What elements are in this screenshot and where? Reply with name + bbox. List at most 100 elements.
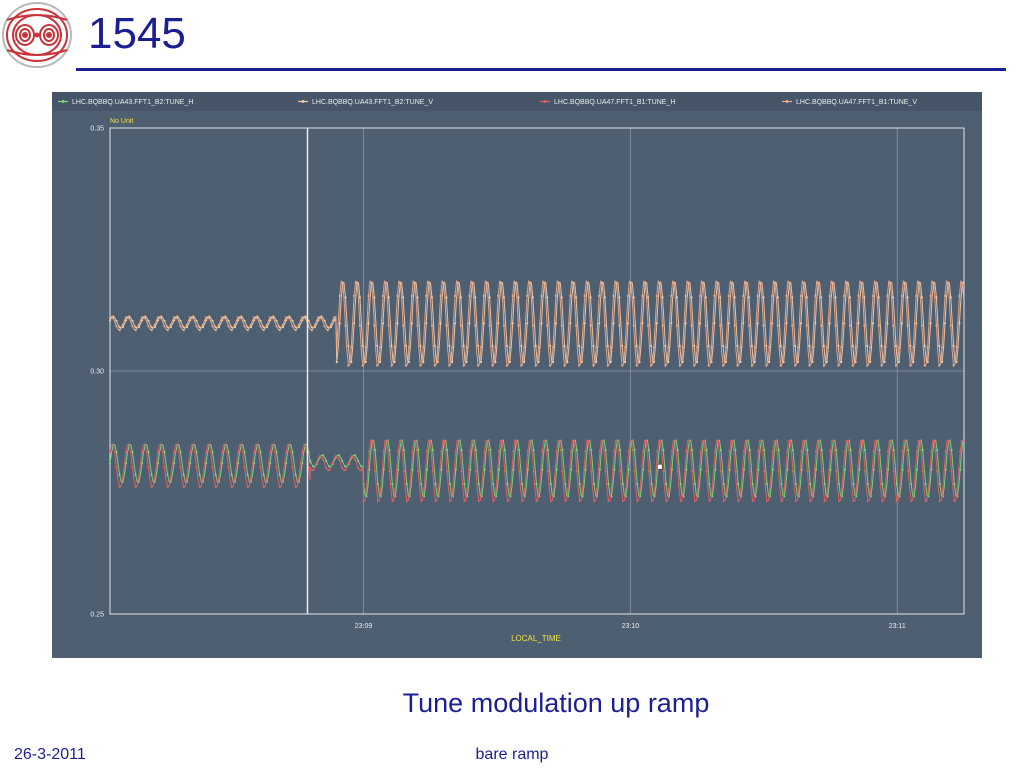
series-point (370, 281, 373, 284)
series-point (762, 324, 765, 327)
series-point (765, 483, 769, 486)
series-point (518, 448, 521, 452)
series-point (950, 448, 953, 452)
series-point (710, 360, 713, 364)
series-point (926, 360, 929, 364)
series-point (321, 458, 325, 461)
series-point (894, 364, 898, 367)
series-point (422, 360, 425, 364)
series-point (373, 324, 376, 327)
series-point (630, 439, 633, 442)
series-point (607, 483, 610, 486)
series-point (422, 346, 425, 349)
series-point (705, 448, 708, 452)
series-point (912, 360, 915, 364)
series-point (941, 360, 944, 364)
legend-entry[interactable]: LHC.BQBBQ.UA47.FFT1_B1:TUNE_V (782, 99, 917, 106)
series-point (887, 450, 890, 453)
series-point (840, 487, 844, 490)
series-point (580, 360, 583, 364)
series-point (910, 499, 913, 502)
series-point (337, 458, 341, 461)
series-point (756, 294, 759, 297)
series-point (909, 364, 912, 367)
series-point (958, 322, 961, 325)
series-point (950, 470, 953, 473)
series-point (147, 319, 150, 322)
series-point (857, 322, 860, 325)
series-point (256, 444, 259, 447)
series-point (652, 360, 656, 364)
series-point (791, 470, 795, 473)
x-tick-label: 23:09 (355, 623, 373, 630)
series-point (835, 470, 838, 473)
series-point (477, 364, 480, 367)
series-point (317, 319, 320, 322)
series-point (612, 322, 615, 325)
series-point (610, 487, 613, 490)
series-point (115, 319, 118, 322)
series-point (665, 499, 668, 502)
series-point (791, 448, 795, 452)
legend-entry[interactable]: LHC.BQBBQ.UA43.FFT1_B2:TUNE_V (298, 99, 433, 106)
series-point (737, 499, 740, 502)
series-point (607, 499, 610, 502)
series-point (554, 294, 557, 297)
series-point (598, 322, 601, 325)
series-point (169, 323, 172, 326)
series-point (272, 444, 275, 447)
series-point (388, 448, 391, 452)
series-point (182, 326, 185, 329)
series-point (642, 468, 645, 471)
series-point (771, 468, 774, 471)
series-point (745, 439, 749, 442)
series-point (451, 487, 454, 490)
series-point (269, 319, 272, 322)
series-point (482, 294, 485, 297)
series-point (794, 344, 797, 347)
legend-entry[interactable]: LHC.BQBBQ.UA43.FFT1_B2:TUNE_H (58, 99, 193, 106)
series-point (837, 364, 840, 367)
series-point (217, 323, 220, 326)
series-point (609, 346, 612, 349)
series-point (734, 470, 737, 473)
series-point (294, 473, 297, 476)
series-point (376, 499, 379, 502)
series-point (297, 476, 300, 479)
series-point (259, 319, 262, 322)
series-point (949, 324, 952, 327)
series-point (291, 325, 294, 328)
series-point (124, 316, 128, 319)
series-point (411, 450, 414, 453)
series-point (872, 468, 875, 471)
series-point (661, 296, 664, 299)
legend-entry[interactable]: LHC.BQBBQ.UA47.FFT1_B1:TUNE_H (540, 99, 675, 106)
series-point (189, 462, 192, 465)
series-point (309, 459, 312, 462)
series-point (140, 316, 144, 319)
series-point (580, 346, 583, 349)
series-point (134, 473, 137, 476)
series-point (771, 450, 774, 453)
series-point (549, 364, 552, 367)
series-point (887, 468, 890, 471)
series-point (540, 294, 543, 297)
series-point (563, 364, 566, 367)
series-point (192, 317, 195, 320)
series-point (272, 317, 275, 320)
series-point (198, 329, 201, 332)
series-point (269, 316, 272, 319)
series-point (492, 499, 495, 502)
series-point (930, 468, 933, 471)
series-point (108, 462, 112, 465)
series-point (881, 499, 884, 502)
series-point (140, 450, 144, 453)
series-point (670, 468, 674, 471)
series-point (837, 344, 840, 347)
series-point (304, 317, 307, 320)
series-point (961, 439, 965, 442)
series-point (446, 470, 449, 473)
series-point (163, 466, 166, 469)
series-point (649, 344, 653, 347)
series-point (765, 364, 768, 367)
